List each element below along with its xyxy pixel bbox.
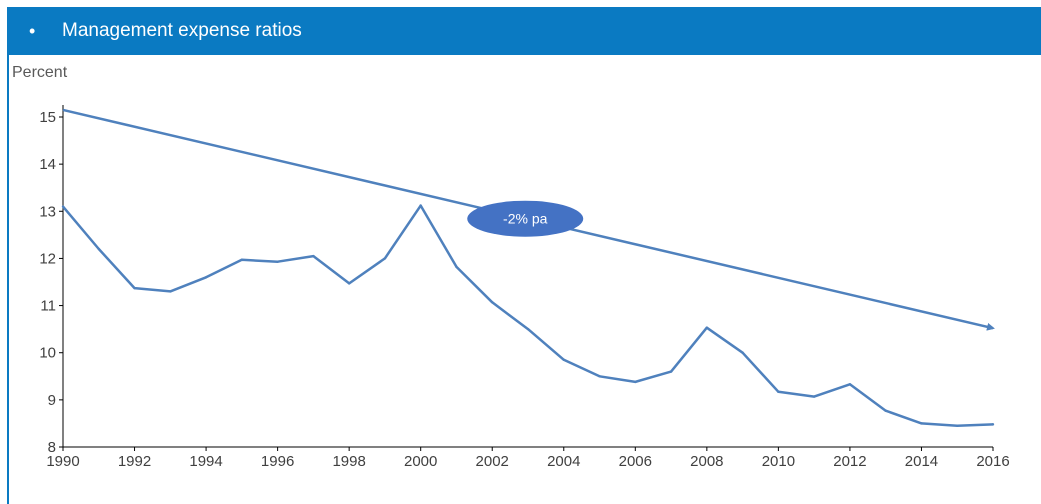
y-axis-unit-label: Percent — [12, 64, 68, 81]
data-point — [777, 390, 780, 394]
data-point — [705, 326, 709, 329]
data-point — [419, 204, 422, 207]
data-point — [669, 370, 673, 373]
x-tick-label: 1992 — [118, 453, 151, 470]
chart-frame — [7, 55, 1041, 504]
x-tick-label: 1994 — [189, 453, 222, 470]
x-tick-label: 2000 — [404, 453, 437, 470]
data-point — [383, 257, 387, 260]
x-tick-label: 2008 — [690, 453, 723, 470]
data-point — [634, 380, 637, 384]
data-point — [741, 351, 744, 354]
x-tick-label: 2002 — [476, 453, 509, 470]
x-tick-label: 2012 — [833, 453, 866, 470]
y-tick-label: 9 — [48, 392, 56, 409]
data-point — [526, 327, 530, 331]
y-tick-label: 15 — [39, 109, 56, 126]
data-point — [562, 358, 565, 361]
data-point — [204, 276, 208, 279]
data-point — [598, 375, 601, 378]
chart-header-bar: • Management expense ratios — [7, 7, 1041, 55]
data-point — [812, 395, 816, 398]
data-point — [133, 286, 136, 290]
x-tick-label: 2010 — [762, 453, 795, 470]
x-tick-label: 2014 — [905, 453, 938, 470]
y-tick-label: 13 — [39, 203, 56, 220]
y-tick-label: 14 — [39, 156, 56, 173]
data-point — [491, 301, 494, 304]
series-group — [61, 204, 995, 428]
data-point — [240, 258, 244, 262]
data-point — [991, 423, 995, 426]
y-tick-label: 12 — [39, 250, 56, 267]
axes — [59, 105, 994, 451]
x-tick-label: 1996 — [261, 453, 294, 470]
data-point — [312, 254, 315, 258]
trend-label: -2% pa — [503, 211, 548, 227]
data-point — [884, 409, 887, 412]
x-tick-label: 1998 — [332, 453, 365, 470]
data-point — [97, 247, 100, 251]
header-bullet: • — [29, 21, 36, 41]
data-point — [956, 424, 959, 427]
x-tick-label: 2006 — [619, 453, 652, 470]
x-tick-label: 2004 — [547, 453, 580, 470]
y-tick-label: 10 — [39, 345, 56, 362]
data-point — [169, 290, 172, 293]
tick-labels: 8 9 10 11 12 13 14 15 1990 1992 1994 1996 1998 2000 20… — [39, 109, 1009, 470]
data-point — [848, 383, 852, 386]
trend-label-badge — [467, 200, 584, 237]
series-line — [62, 204, 994, 428]
data-point — [61, 205, 65, 208]
x-tick-label: 1990 — [46, 453, 79, 470]
data-point — [455, 265, 458, 269]
chart-title: Management expense ratios — [62, 20, 302, 41]
data-point — [276, 260, 279, 263]
trend-group: -2% pa — [62, 108, 995, 331]
data-point — [347, 282, 351, 285]
y-tick-label: 8 — [48, 439, 56, 456]
x-tick-label: 2016 — [976, 453, 1009, 470]
y-tick-label: 11 — [40, 298, 56, 315]
data-point — [920, 422, 923, 425]
